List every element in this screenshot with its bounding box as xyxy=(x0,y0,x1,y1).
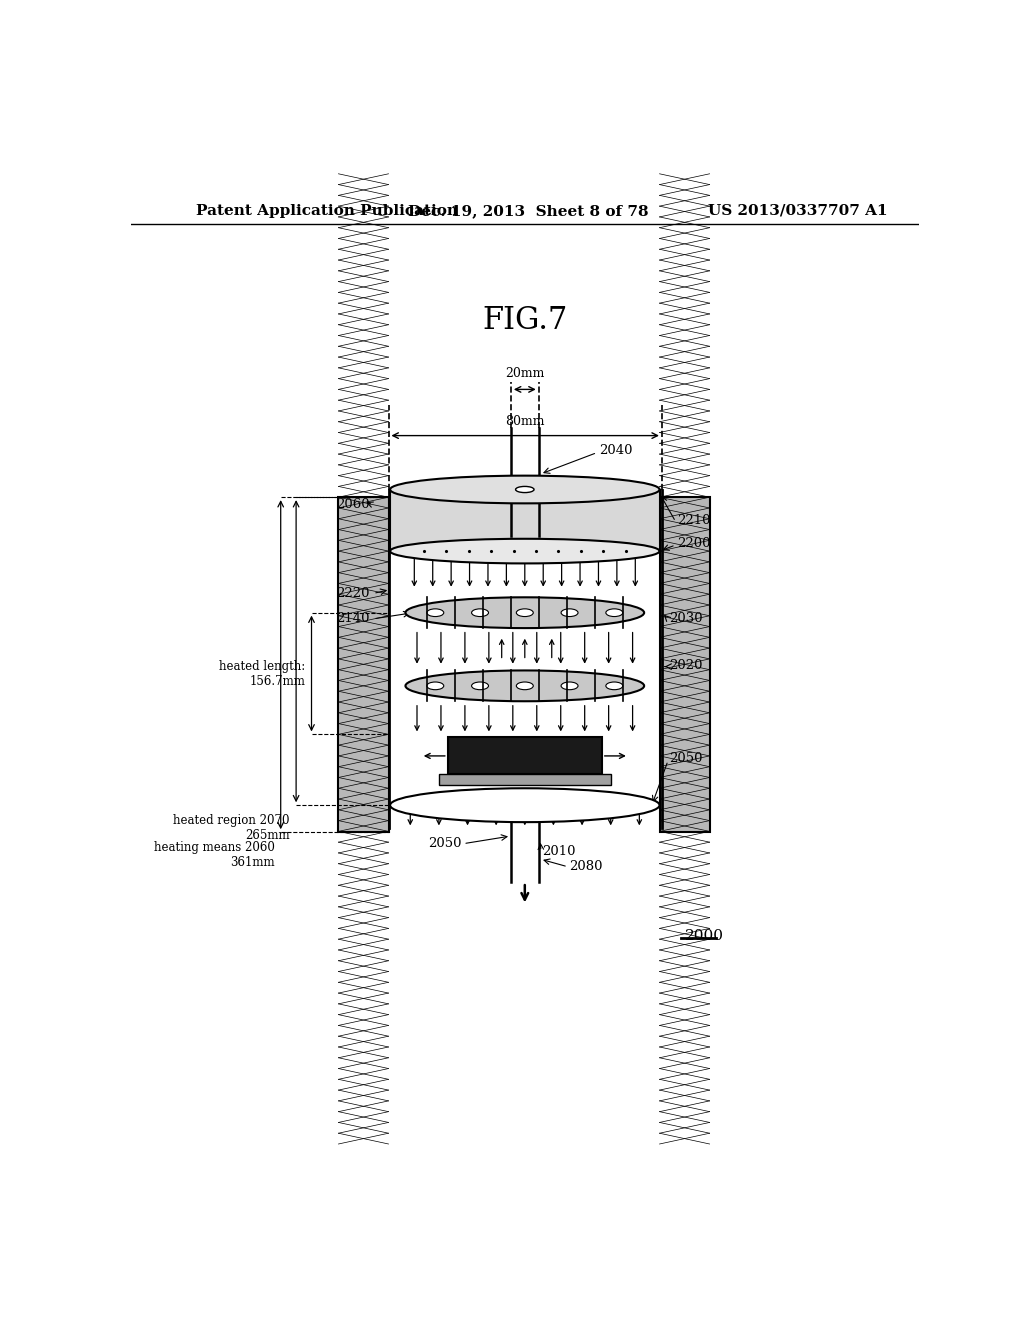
Text: Patent Application Publication: Patent Application Publication xyxy=(196,203,458,218)
Text: 2010: 2010 xyxy=(543,845,577,858)
Ellipse shape xyxy=(472,682,488,690)
Text: 2140: 2140 xyxy=(336,612,370,626)
Bar xyxy=(447,738,602,775)
Bar xyxy=(339,498,388,832)
Text: 2040: 2040 xyxy=(599,445,632,458)
Ellipse shape xyxy=(472,609,488,616)
Text: 2060: 2060 xyxy=(336,499,370,511)
Ellipse shape xyxy=(427,682,443,690)
Text: 2050: 2050 xyxy=(670,752,703,766)
Text: 2030: 2030 xyxy=(670,612,703,626)
Bar xyxy=(659,498,710,832)
Text: US 2013/0337707 A1: US 2013/0337707 A1 xyxy=(708,203,888,218)
Text: 2200: 2200 xyxy=(677,537,711,550)
Ellipse shape xyxy=(515,486,535,492)
Ellipse shape xyxy=(406,597,644,628)
Text: Dec. 19, 2013  Sheet 8 of 78: Dec. 19, 2013 Sheet 8 of 78 xyxy=(408,203,648,218)
Text: 2000: 2000 xyxy=(685,929,724,942)
Ellipse shape xyxy=(390,539,659,564)
Text: heating means 2060
361mm: heating means 2060 361mm xyxy=(154,841,274,870)
Text: 80mm: 80mm xyxy=(505,414,545,428)
Ellipse shape xyxy=(561,609,578,616)
Ellipse shape xyxy=(516,609,534,616)
Text: heated region 2070
265mm: heated region 2070 265mm xyxy=(173,814,290,842)
Ellipse shape xyxy=(406,671,644,701)
Ellipse shape xyxy=(606,682,623,690)
Ellipse shape xyxy=(516,682,534,690)
Ellipse shape xyxy=(390,788,659,822)
Bar xyxy=(390,490,659,552)
Ellipse shape xyxy=(606,609,623,616)
Text: FIG.7: FIG.7 xyxy=(482,305,567,335)
Text: 2080: 2080 xyxy=(569,861,603,874)
Ellipse shape xyxy=(390,475,659,503)
Text: 20mm: 20mm xyxy=(505,367,545,380)
Text: heated length:
156.7mm: heated length: 156.7mm xyxy=(219,660,305,688)
Bar xyxy=(438,775,611,785)
Ellipse shape xyxy=(561,682,578,690)
Text: 2220: 2220 xyxy=(336,587,370,601)
Ellipse shape xyxy=(427,609,443,616)
Text: 2050: 2050 xyxy=(428,837,462,850)
Text: 2020: 2020 xyxy=(670,659,703,672)
Text: 2210: 2210 xyxy=(677,513,711,527)
